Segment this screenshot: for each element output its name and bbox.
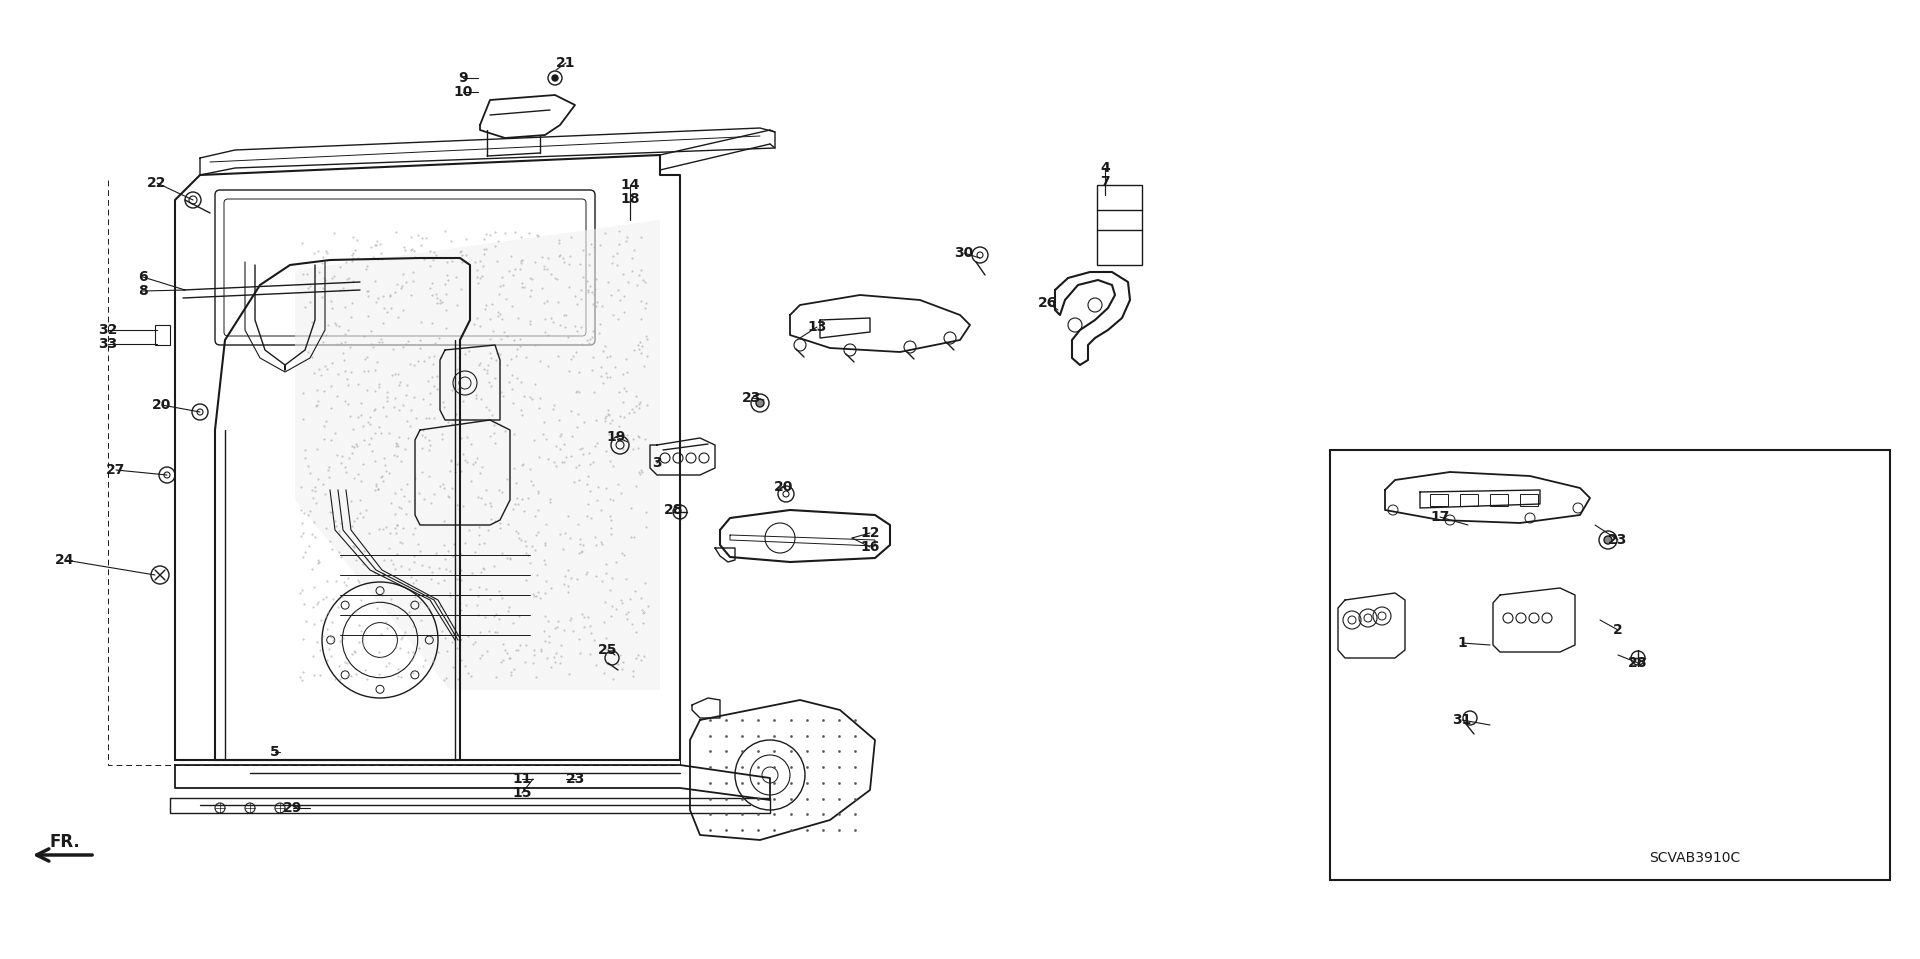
Circle shape (553, 75, 559, 81)
Text: 11: 11 (513, 772, 532, 786)
Text: SCVAB3910C: SCVAB3910C (1649, 851, 1741, 865)
Text: 26: 26 (1039, 296, 1058, 310)
Text: 20: 20 (774, 480, 793, 494)
Text: 1: 1 (1457, 636, 1467, 650)
Text: 30: 30 (954, 246, 973, 260)
Text: 23: 23 (1609, 533, 1628, 547)
Text: 15: 15 (513, 786, 532, 800)
Bar (1331, 450, 1889, 880)
Text: 7: 7 (1100, 175, 1110, 189)
Text: 3: 3 (653, 456, 662, 470)
Text: 13: 13 (806, 320, 828, 334)
Circle shape (756, 399, 764, 407)
Text: 4: 4 (1100, 161, 1110, 175)
Text: 10: 10 (453, 85, 472, 99)
Bar (1521, 494, 1538, 506)
Text: 22: 22 (148, 176, 167, 190)
Text: 23: 23 (743, 391, 762, 405)
Text: 21: 21 (557, 56, 576, 70)
Text: 29: 29 (284, 801, 303, 815)
Text: 31: 31 (1452, 713, 1473, 727)
Text: 8: 8 (138, 284, 148, 298)
Text: 32: 32 (98, 323, 117, 337)
Bar (156, 325, 171, 345)
Text: 28: 28 (664, 503, 684, 517)
Text: FR.: FR. (50, 833, 81, 851)
Text: 14: 14 (620, 178, 639, 192)
Bar (1490, 494, 1507, 506)
Text: 28: 28 (1628, 656, 1647, 670)
Text: 12: 12 (860, 526, 879, 540)
Text: 19: 19 (607, 430, 626, 444)
Polygon shape (296, 220, 660, 690)
Text: 16: 16 (860, 540, 879, 554)
Bar (1459, 494, 1478, 506)
Text: 6: 6 (138, 270, 148, 284)
Text: 24: 24 (56, 553, 75, 567)
Circle shape (1603, 536, 1613, 544)
Text: 2: 2 (1613, 623, 1622, 637)
Bar (1096, 185, 1142, 265)
Text: 23: 23 (566, 772, 586, 786)
Text: 17: 17 (1430, 510, 1450, 524)
Text: 27: 27 (106, 463, 125, 477)
Text: 33: 33 (98, 337, 117, 351)
Text: 9: 9 (459, 71, 468, 85)
Bar (1430, 494, 1448, 506)
Text: 5: 5 (271, 745, 280, 759)
Text: 18: 18 (620, 192, 639, 206)
Text: 20: 20 (152, 398, 171, 412)
Text: 25: 25 (599, 643, 618, 657)
